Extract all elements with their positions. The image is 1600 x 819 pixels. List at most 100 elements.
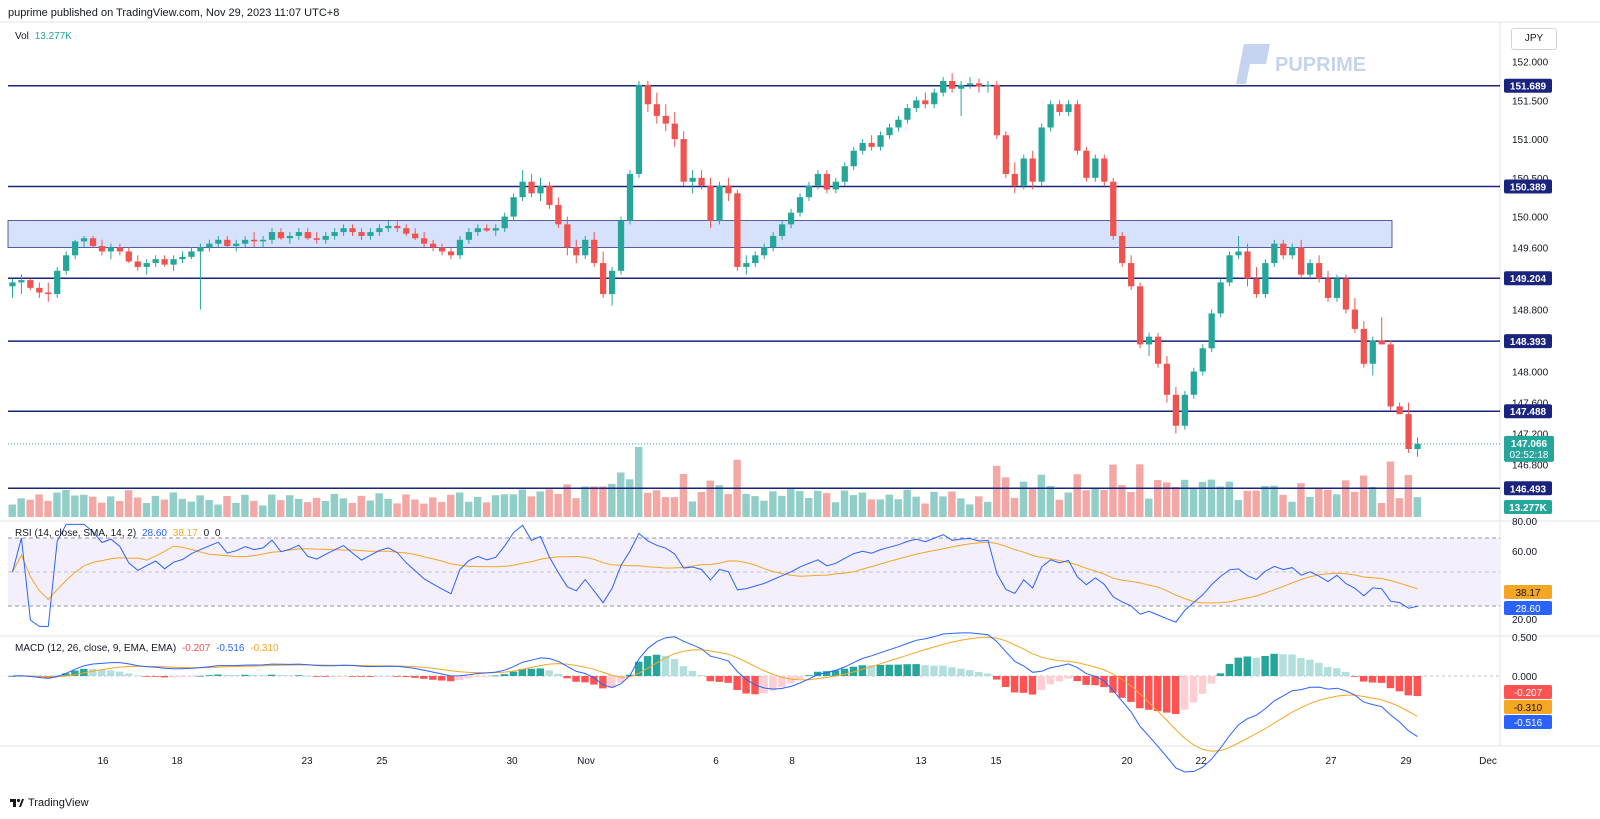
candle-body bbox=[1011, 173, 1018, 186]
macd-histogram-bar bbox=[1127, 676, 1135, 702]
candle-body bbox=[1047, 104, 1054, 128]
volume-bar bbox=[214, 504, 222, 517]
volume-bar bbox=[312, 497, 321, 517]
volume-bar bbox=[393, 503, 401, 517]
macd-histogram-bar bbox=[769, 676, 777, 691]
candle-body bbox=[394, 225, 401, 229]
macd-histogram-bar bbox=[464, 676, 473, 679]
candle-body bbox=[608, 270, 616, 295]
volume-bar bbox=[858, 492, 867, 517]
volume-bar bbox=[1297, 483, 1305, 517]
macd-histogram-bar bbox=[536, 668, 544, 676]
volume-bar bbox=[17, 498, 25, 517]
last-price-label: 147.066 bbox=[1511, 439, 1548, 450]
macd-histogram-bar bbox=[187, 676, 195, 677]
macd-histogram-bar bbox=[894, 664, 902, 676]
macd-histogram-bar bbox=[966, 670, 974, 676]
volume-bar bbox=[867, 499, 876, 517]
volume-bar bbox=[670, 497, 679, 517]
volume-bar bbox=[599, 486, 607, 517]
candle-body bbox=[1154, 336, 1162, 364]
macd-value-pill-label: -0.516 bbox=[1514, 718, 1543, 729]
macd-histogram-bar bbox=[1055, 676, 1064, 682]
volume-bar bbox=[303, 502, 312, 517]
macd-histogram-bar bbox=[1386, 676, 1395, 689]
candle-body bbox=[179, 256, 186, 260]
volume-legend-value: 13.277K bbox=[34, 31, 72, 42]
volume-bar bbox=[276, 500, 285, 517]
macd-legend[interactable]: MACD (12, 26, close, 9, EMA, EMA) -0.207… bbox=[15, 643, 282, 654]
volume-bar bbox=[1198, 481, 1207, 517]
volume-bar bbox=[1288, 501, 1296, 517]
candle-body bbox=[295, 232, 302, 236]
candle-body bbox=[537, 185, 544, 194]
candle-body bbox=[259, 239, 267, 242]
candle-body bbox=[582, 239, 589, 256]
candle-body bbox=[913, 100, 920, 109]
candle-body bbox=[438, 247, 446, 252]
macd-histogram-bar bbox=[1395, 676, 1404, 692]
macd-histogram-bar bbox=[1288, 654, 1296, 676]
volume-bar bbox=[545, 489, 553, 517]
time-axis-label: 16 bbox=[97, 756, 109, 767]
volume-bar bbox=[294, 498, 303, 517]
time-axis-label: 25 bbox=[376, 756, 388, 767]
macd-histogram-bar bbox=[447, 676, 455, 682]
volume-bar bbox=[142, 503, 151, 517]
macd-histogram-bar bbox=[330, 676, 339, 677]
volume-legend[interactable]: Vol 13.277K bbox=[15, 31, 75, 42]
macd-histogram-bar bbox=[196, 675, 204, 677]
candle-body bbox=[725, 185, 732, 194]
candle-body bbox=[600, 263, 607, 295]
last-price-pill bbox=[1504, 435, 1554, 462]
candle-body bbox=[206, 243, 213, 248]
currency-button[interactable]: JPY bbox=[1511, 28, 1557, 50]
macd-histogram-bar bbox=[1368, 676, 1377, 683]
volume-bar bbox=[71, 495, 79, 517]
candle-body bbox=[250, 239, 258, 242]
macd-histogram-bar bbox=[1154, 676, 1162, 712]
candle-body bbox=[152, 259, 159, 264]
volume-bar bbox=[751, 496, 759, 517]
volume-bar bbox=[1368, 486, 1377, 517]
macd-histogram-bar bbox=[599, 676, 607, 689]
candle-body bbox=[1226, 255, 1233, 283]
volume-bar bbox=[268, 494, 276, 517]
macd-histogram-bar bbox=[1028, 676, 1037, 695]
candle-body bbox=[1333, 278, 1341, 298]
macd-histogram-bar bbox=[455, 676, 464, 681]
macd-histogram-bar bbox=[259, 675, 267, 676]
candle-body bbox=[984, 84, 992, 87]
candle-body bbox=[1038, 127, 1045, 182]
macd-histogram-bar bbox=[1341, 671, 1350, 676]
macd-histogram-bar bbox=[357, 676, 365, 677]
candle-body bbox=[89, 238, 97, 247]
macd-histogram-bar bbox=[724, 676, 732, 683]
macd-axis-label: 0.500 bbox=[1512, 633, 1537, 644]
macd-histogram-bar bbox=[1109, 676, 1117, 693]
volume-bar bbox=[1225, 481, 1234, 517]
candle-body bbox=[555, 204, 562, 225]
volume-bar bbox=[822, 493, 831, 517]
volume-bar bbox=[375, 493, 383, 517]
volume-bar bbox=[1324, 489, 1332, 517]
tradingview-footer[interactable]: TradingView bbox=[10, 797, 89, 809]
macd-histogram-bar bbox=[1118, 676, 1126, 698]
candle-body bbox=[671, 123, 678, 140]
macd-histogram-bar bbox=[312, 676, 321, 677]
macd-value-pill bbox=[1504, 685, 1552, 699]
rsi-legend[interactable]: RSI (14, close, SMA, 14, 2) 28.60 38.17 … bbox=[15, 528, 223, 539]
volume-bar bbox=[1171, 486, 1180, 517]
macd-histogram-bar bbox=[858, 665, 867, 676]
macd-histogram-bar bbox=[742, 676, 750, 694]
volume-bar bbox=[796, 491, 804, 517]
candle-body bbox=[823, 173, 830, 190]
volume-bar bbox=[330, 493, 339, 517]
candle-body bbox=[546, 185, 553, 205]
volume-bar bbox=[1216, 486, 1225, 517]
macd-histogram-bar bbox=[804, 675, 813, 677]
volume-bar bbox=[975, 496, 983, 517]
candle-body bbox=[778, 224, 786, 236]
macd-histogram-bar bbox=[106, 670, 115, 676]
